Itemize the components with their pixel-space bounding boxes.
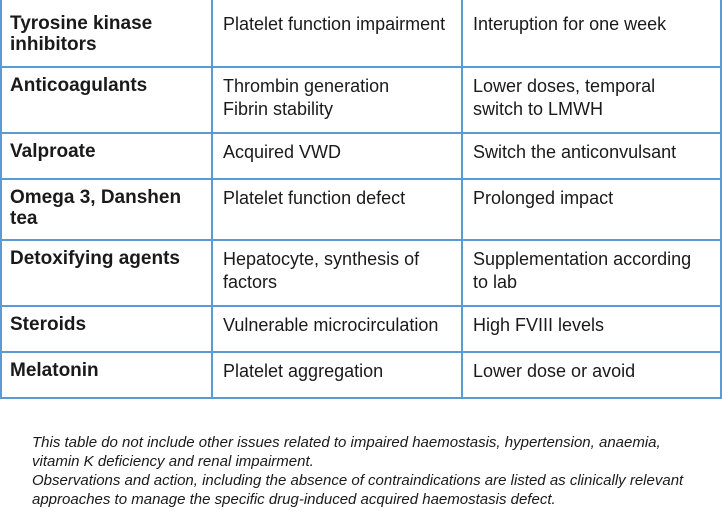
drug-name-cell: Omega 3, Danshen tea xyxy=(1,179,213,241)
drug-name-cell: Valproate xyxy=(1,133,213,180)
effect-text: Acquired VWD xyxy=(223,142,342,162)
action-cell: Supplementation according to lab xyxy=(462,240,721,307)
effect-cell: Platelet function impairment xyxy=(212,0,463,68)
action-text: Lower dose or avoid xyxy=(473,361,636,381)
action-cell: Lower doses, temporal switch to LMWH xyxy=(462,67,721,134)
effect-text: Hepatocyte, synthesis of xyxy=(223,249,420,269)
action-text: Switch the anticonvulsant xyxy=(473,142,677,162)
action-cell: Interuption for one week xyxy=(462,0,721,68)
footnote-observations: Observations and action, including the a… xyxy=(32,472,684,508)
action-text: Prolonged impact xyxy=(473,188,614,208)
drug-name-cell: Detoxifying agents xyxy=(1,240,213,307)
drug-name-cell: Melatonin xyxy=(1,352,213,399)
drug-name-cell: Steroids xyxy=(1,306,213,353)
table-row: Omega 3, Danshen tea Platelet function d… xyxy=(1,179,721,241)
effect-text: factors xyxy=(223,272,278,292)
action-text: Interuption for one week xyxy=(473,14,667,34)
effect-text: Platelet function impairment xyxy=(223,14,446,34)
action-text: Supplementation according xyxy=(473,249,692,269)
action-cell: Switch the anticonvulsant xyxy=(462,133,721,180)
action-cell: Prolonged impact xyxy=(462,179,721,241)
table-row: Melatonin Platelet aggregation Lower dos… xyxy=(1,352,721,399)
table-row: Detoxifying agents Hepatocyte, synthesis… xyxy=(1,240,721,307)
effect-text: Platelet aggregation xyxy=(223,361,384,381)
drug-name-cell: Anticoagulants xyxy=(1,67,213,134)
effect-cell: Platelet aggregation xyxy=(212,352,463,399)
table-row: Anticoagulants Thrombin generation Fibri… xyxy=(1,67,721,134)
drug-haemostasis-table: Tyrosine kinase inhibitors Platelet func… xyxy=(0,0,722,399)
effect-cell: Hepatocyte, synthesis of factors xyxy=(212,240,463,307)
drug-name-cell: Tyrosine kinase inhibitors xyxy=(1,0,213,68)
action-text: to lab xyxy=(473,272,518,292)
table-footnotes: This table do not include other issues r… xyxy=(32,433,712,509)
effect-text: Thrombin generation xyxy=(223,76,390,96)
action-cell: High FVIII levels xyxy=(462,306,721,353)
action-cell: Lower dose or avoid xyxy=(462,352,721,399)
table-row: Valproate Acquired VWD Switch the antico… xyxy=(1,133,721,180)
action-text: High FVIII levels xyxy=(473,315,605,335)
action-text: switch to LMWH xyxy=(473,99,604,119)
effect-text: Platelet function defect xyxy=(223,188,406,208)
action-text: Lower doses, temporal xyxy=(473,76,656,96)
effect-cell: Vulnerable microcirculation xyxy=(212,306,463,353)
effect-cell: Thrombin generation Fibrin stability xyxy=(212,67,463,134)
table-row: Tyrosine kinase inhibitors Platelet func… xyxy=(1,0,721,68)
effect-text: Vulnerable microcirculation xyxy=(223,315,439,335)
effect-cell: Platelet function defect xyxy=(212,179,463,241)
footnote-scope: This table do not include other issues r… xyxy=(32,434,661,470)
effect-text: Fibrin stability xyxy=(223,99,334,119)
effect-cell: Acquired VWD xyxy=(212,133,463,180)
table-row: Steroids Vulnerable microcirculation Hig… xyxy=(1,306,721,353)
